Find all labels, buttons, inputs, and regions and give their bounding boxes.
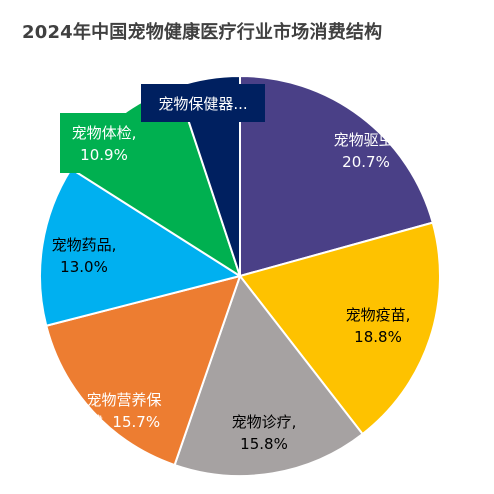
pie-slice-2	[238, 221, 441, 436]
slice-label-line: 健, 15.7%	[88, 413, 160, 431]
pie-slice-1	[239, 74, 434, 278]
slice-label-line: 18.8%	[354, 328, 402, 346]
slice-label-line: 宠物驱虫,	[334, 131, 399, 149]
slice-label-box-7	[141, 84, 265, 122]
slice-label-7: 宠物保健器...	[141, 84, 265, 122]
pie-slice-4	[45, 274, 242, 467]
pie-slice-5	[39, 167, 243, 327]
slice-label-line: 宠物体检,	[72, 124, 137, 142]
slice-label-3: 宠物诊疗, 15.8%	[232, 413, 297, 453]
slice-label-line: 15.8%	[240, 435, 288, 453]
slice-label-line: 20.7%	[342, 153, 390, 171]
pie-slice-3	[173, 273, 364, 477]
slice-label-line: 宠物药品,	[52, 236, 117, 254]
slice-label-line: 13.0%	[60, 258, 108, 276]
slice-label-line: 宠物营养保	[86, 391, 161, 409]
slice-label-line: 宠物疫苗,	[346, 306, 411, 324]
chart-title: 2024年中国宠物健康医疗行业市场消费结构	[22, 22, 383, 43]
slice-label-box-6	[60, 113, 148, 173]
slice-label-line: 10.9%	[80, 146, 128, 164]
slice-label-line: 宠物保健器...	[158, 95, 247, 113]
slice-label-6: 宠物体检, 10.9%	[60, 113, 148, 173]
slice-label-5: 宠物药品, 13.0%	[52, 236, 117, 276]
slice-label-2: 宠物疫苗, 18.8%	[346, 306, 411, 346]
slice-label-line: 宠物诊疗,	[232, 413, 297, 431]
slice-label-1: 宠物驱虫, 20.7%	[334, 131, 399, 171]
